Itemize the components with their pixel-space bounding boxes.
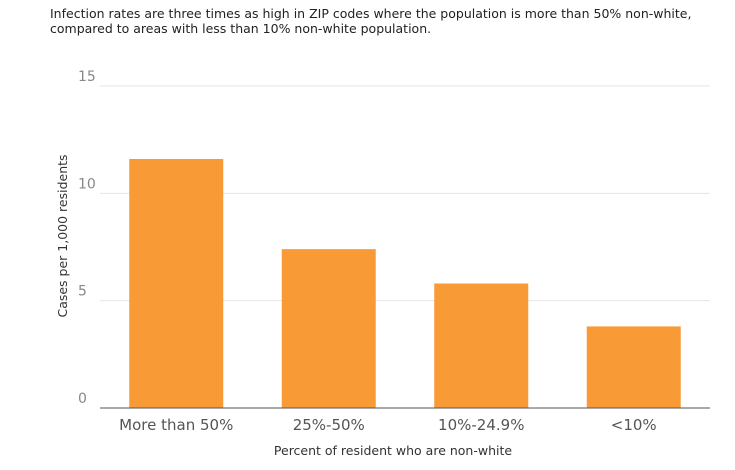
x-tick-label: 10%-24.9% bbox=[438, 416, 524, 434]
x-tick-label: 25%-50% bbox=[293, 416, 365, 434]
chart-subtitle: Infection rates are three times as high … bbox=[50, 6, 692, 36]
y-axis-title: Cases per 1,000 residents bbox=[55, 154, 70, 317]
bar bbox=[586, 326, 681, 408]
x-tick-label: <10% bbox=[611, 416, 657, 434]
y-tick-label: 0 bbox=[78, 391, 87, 407]
bar bbox=[434, 283, 529, 408]
bar bbox=[281, 249, 376, 408]
x-axis-title: Percent of resident who are non-white bbox=[274, 443, 512, 458]
y-tick-label: 5 bbox=[78, 284, 87, 300]
y-tick-label: 15 bbox=[78, 69, 96, 85]
x-tick-label: More than 50% bbox=[119, 416, 233, 434]
y-tick-label: 10 bbox=[78, 176, 96, 192]
bar bbox=[129, 158, 224, 408]
